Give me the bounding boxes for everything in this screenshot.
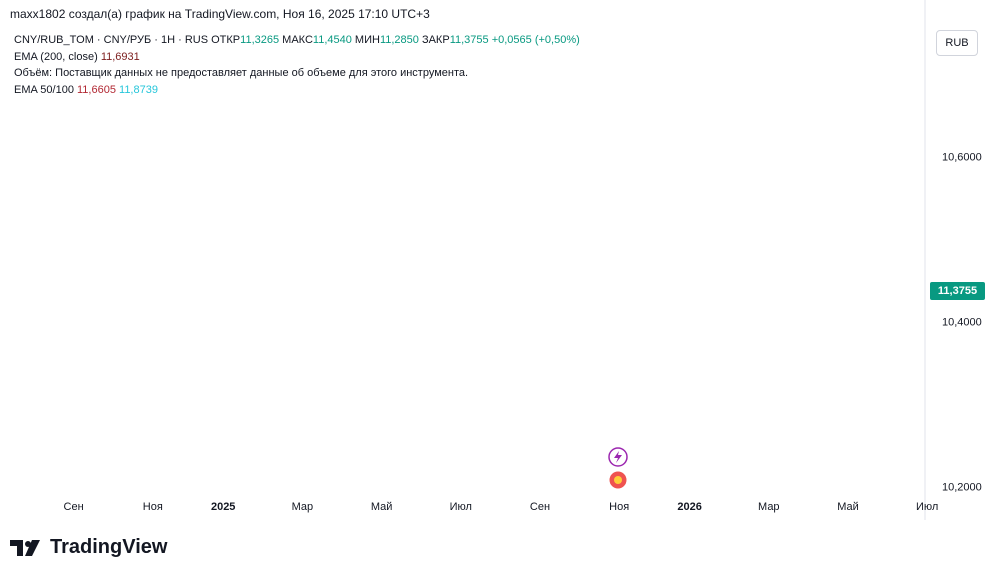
high-value: 11,4540 (312, 34, 352, 46)
tradingview-logo[interactable]: TradingView (10, 536, 167, 559)
ema200-row[interactable]: EMA (200, close) 11,6931 (14, 49, 580, 66)
open-value: 11,3265 (240, 34, 280, 46)
y-tick-label: 10,6000 (942, 152, 982, 164)
ema200-value: 11,6931 (100, 50, 140, 63)
ema200-label[interactable]: EMA (200, close) (14, 50, 98, 63)
ema50-value: 11,6605 (77, 83, 116, 96)
x-tick-label: Май (371, 501, 393, 513)
volume-note: Объём: Поставщик данных не предоставляет… (14, 67, 469, 79)
y-axis: 10,200010,400010,600010,800011,000011,20… (942, 152, 982, 494)
x-tick-label: Ноя (609, 501, 629, 513)
low-label: МИН (354, 34, 380, 46)
x-tick-label: Май (837, 501, 859, 513)
chart-credit: maxx1802 создал(а) график на TradingView… (10, 7, 430, 21)
logo-text: TradingView (50, 536, 168, 558)
x-tick-label: Сен (64, 501, 84, 513)
change-value: +0,0565 (+0,50%) (491, 34, 580, 46)
volume-note-row[interactable]: Объём: Поставщик данных не предоставляет… (14, 65, 580, 82)
ema50100-row[interactable]: EMA 50/100 11,6605 11,8739 (14, 82, 580, 99)
y-tick-label: 10,4000 (942, 317, 982, 329)
x-tick-label: Сен (530, 501, 550, 513)
x-tick-label: 2025 (211, 501, 235, 513)
event-markers (608, 447, 628, 490)
x-tick-label: Июл (450, 501, 472, 513)
x-axis: Сен Ноя 2025 Мар Май Июл Сен Ноя 2026 Мар Май Июл (64, 501, 939, 513)
x-tick-label: Июл (916, 501, 938, 513)
lightning-icon (614, 451, 622, 463)
symbol-name[interactable]: CNY/RUB_TOM · CNY/РУБ · 1Н · RUS (14, 34, 209, 46)
open-label: ОТКР (211, 34, 241, 46)
currency-button[interactable]: RUB (936, 30, 978, 56)
symbol-row[interactable]: CNY/RUB_TOM · CNY/РУБ · 1Н · RUS ОТКР11,… (14, 32, 580, 49)
x-tick-label: Мар (758, 501, 780, 513)
chart-legend: CNY/RUB_TOM · CNY/РУБ · 1Н · RUS ОТКР11,… (14, 32, 580, 98)
close-label: ЗАКР (421, 34, 450, 46)
low-value: 11,2850 (379, 34, 419, 46)
last-price-tag: 11,3755 (930, 282, 985, 300)
x-tick-label: Мар (292, 501, 314, 513)
ema100-value: 11,8739 (119, 83, 158, 96)
x-tick-label: Ноя (143, 501, 163, 513)
ema50100-label[interactable]: EMA 50/100 (14, 83, 74, 96)
close-value: 11,3755 (449, 34, 489, 46)
flag-star-icon (614, 476, 622, 484)
high-label: МАКС (282, 34, 313, 46)
tradingview-logo-icon (10, 539, 40, 556)
y-tick-label: 10,2000 (942, 482, 982, 494)
x-tick-label: 2026 (677, 501, 701, 513)
